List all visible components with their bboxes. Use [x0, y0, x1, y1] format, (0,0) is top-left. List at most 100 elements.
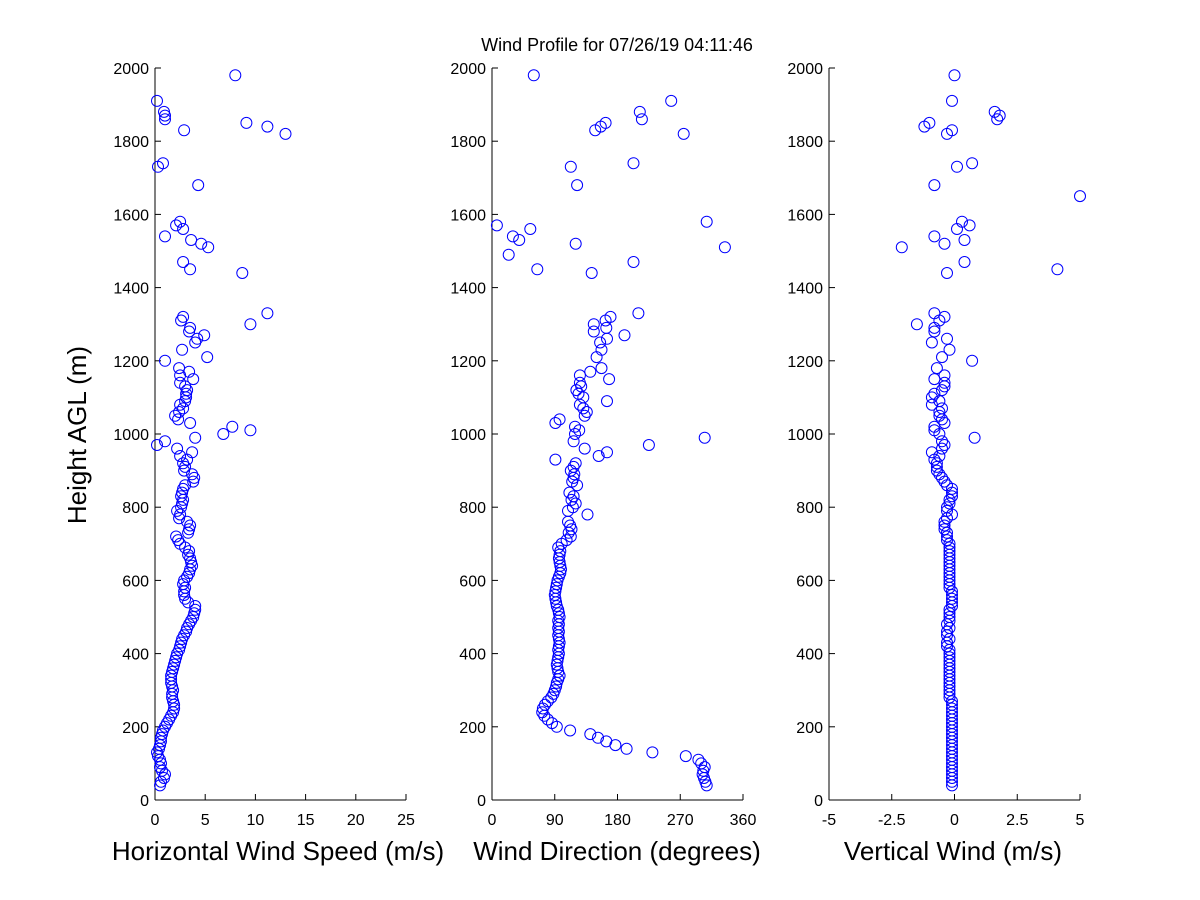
direction-data-point: [524, 223, 537, 235]
direction-data-point: [553, 611, 566, 623]
speed-data-point: [186, 446, 199, 459]
speed-x-tick-label: 10: [247, 812, 265, 829]
direction-y-tick-label: 1600: [450, 207, 486, 224]
direction-data-point: [677, 127, 690, 140]
speed-y-tick-label: 0: [140, 793, 149, 810]
speed-y-tick-label: 400: [122, 647, 149, 664]
speed-data-point: [169, 409, 182, 422]
vertical-data-point: [938, 519, 951, 532]
vertical-data-point: [951, 223, 963, 235]
vertical-data-point: [938, 417, 951, 429]
speed-data-point: [201, 351, 214, 364]
speed-x-tick-label: 20: [347, 812, 365, 829]
speed-x-axis-label: Horizontal Wind Speed (m/s): [112, 836, 444, 866]
speed-data-point: [182, 526, 195, 539]
direction-data-point: [567, 490, 580, 503]
vertical-data-point: [943, 541, 956, 554]
speed-data-point: [175, 636, 188, 649]
direction-y-tick-label: 800: [459, 500, 486, 517]
direction-data-point: [618, 329, 631, 342]
direction-data-point: [584, 728, 597, 741]
speed-data-point: [279, 127, 292, 140]
speed-data-point: [173, 362, 186, 375]
speed-data-point: [244, 318, 257, 331]
vertical-data-point: [943, 545, 956, 558]
vertical-data-point: [936, 384, 948, 397]
direction-data-point: [665, 94, 678, 107]
direction-data-point: [552, 541, 565, 554]
speed-data-point: [172, 413, 185, 426]
vertical-data-point: [943, 651, 956, 664]
vertical-data-point: [938, 369, 951, 382]
speed-data-point: [181, 515, 194, 528]
vertical-data-point: [925, 398, 938, 411]
vertical-data-point: [938, 439, 951, 451]
direction-data-point: [578, 442, 591, 455]
vertical-data-point: [943, 343, 956, 356]
speed-data-point: [183, 523, 196, 536]
speed-data-point: [174, 376, 187, 389]
speed-x-tick-label: 5: [201, 812, 210, 829]
direction-data-point: [577, 391, 590, 404]
speed-data-point: [198, 329, 211, 342]
figure-title: Wind Profile for 07/26/19 04:11:46: [481, 35, 753, 55]
vertical-data-point: [946, 585, 958, 598]
direction-data-point: [600, 735, 613, 748]
direction-data-point: [564, 160, 577, 173]
direction-data-point: [563, 486, 576, 499]
speed-data-point: [177, 223, 190, 235]
vertical-y-tick-label: 800: [796, 500, 823, 517]
speed-y-tick-label: 600: [122, 573, 149, 590]
vertical-y-tick-label: 1800: [787, 134, 823, 151]
speed-data-point: [161, 717, 173, 730]
direction-x-tick-label: 90: [546, 812, 564, 829]
direction-data-point: [601, 395, 613, 408]
speed-data-point: [176, 486, 189, 499]
direction-data-point: [601, 446, 613, 459]
speed-points: [151, 69, 292, 792]
vertical-y-tick-label: 1000: [787, 427, 823, 444]
speed-y-tick-label: 2000: [113, 61, 149, 78]
direction-data-point: [695, 757, 708, 770]
speed-x-tick-label: 0: [151, 812, 160, 829]
speed-data-point: [158, 105, 170, 118]
direction-data-point: [595, 343, 608, 356]
direction-data-point: [567, 435, 580, 448]
speed-data-point: [156, 728, 168, 741]
direction-data-point: [562, 515, 574, 528]
vertical-data-point: [958, 234, 971, 246]
speed-data-point: [178, 574, 191, 587]
direction-data-point: [692, 753, 705, 766]
speed-data-point: [191, 332, 204, 345]
direction-data-point: [718, 241, 731, 254]
direction-data-point: [550, 720, 563, 733]
vertical-data-point: [936, 413, 948, 426]
direction-data-point: [569, 497, 582, 510]
vertical-data-point: [936, 351, 948, 364]
speed-data-point: [155, 757, 167, 770]
direction-y-tick-label: 0: [477, 793, 486, 810]
direction-y-tick-label: 1400: [450, 281, 486, 298]
speed-data-point: [195, 237, 208, 250]
vertical-data-point: [925, 391, 938, 404]
direction-data-point: [564, 724, 577, 737]
speed-data-point: [183, 545, 196, 558]
direction-data-point: [513, 234, 526, 246]
direction-data-point: [698, 761, 711, 774]
speed-data-point: [175, 490, 188, 503]
vertical-data-point: [941, 501, 953, 514]
direction-data-point: [595, 362, 608, 375]
direction-data-point: [698, 431, 711, 444]
vertical-y-tick-label: 2000: [787, 61, 823, 78]
direction-data-point: [679, 750, 692, 763]
vertical-data-point: [936, 435, 948, 448]
vertical-data-point: [943, 633, 956, 645]
direction-data-point: [632, 307, 645, 320]
direction-data-point: [549, 453, 562, 466]
direction-y-tick-label: 200: [459, 720, 486, 737]
vertical-data-point: [1074, 190, 1086, 203]
speed-y-tick-label: 1200: [113, 354, 149, 371]
speed-data-point: [183, 325, 196, 338]
